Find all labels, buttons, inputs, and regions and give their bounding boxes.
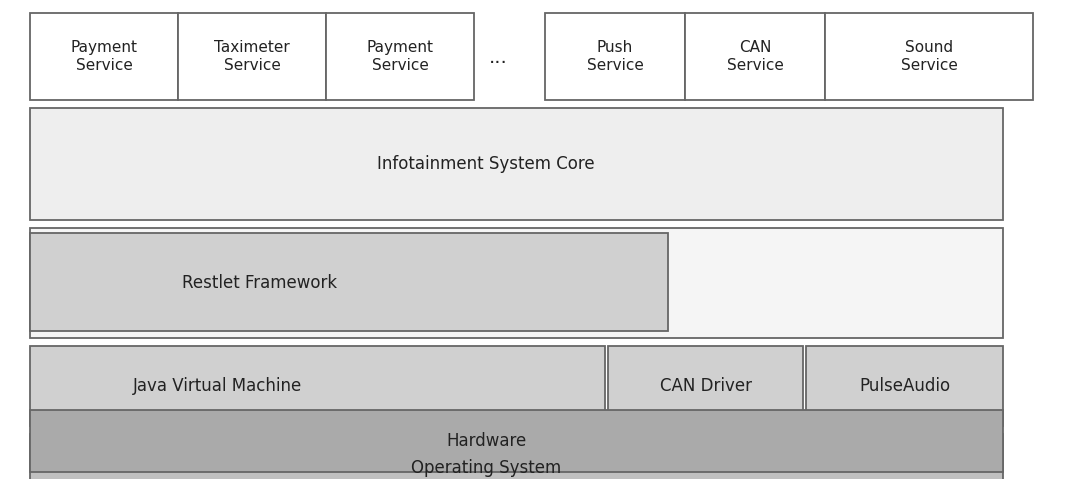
Text: Infotainment System Core: Infotainment System Core [377,155,595,173]
Text: Push
Service: Push Service [586,40,644,73]
Text: Payment
Service: Payment Service [70,40,137,73]
Text: Sound
Service: Sound Service [901,40,958,73]
Bar [30,346,605,426]
Text: CAN Driver: CAN Driver [660,377,752,395]
Text: CAN
Service: CAN Service [727,40,783,73]
Bar [685,13,825,100]
Text: Operating System: Operating System [410,459,562,477]
Text: ...: ... [488,47,508,67]
Bar [178,13,326,100]
Text: Restlet Framework: Restlet Framework [183,274,338,292]
Bar [30,13,178,100]
Bar [30,434,1003,479]
Bar [545,13,685,100]
Text: PulseAudio: PulseAudio [860,377,950,395]
Text: Java Virtual Machine: Java Virtual Machine [133,377,301,395]
Bar [608,346,804,426]
Text: Payment
Service: Payment Service [366,40,433,73]
Bar [30,108,1003,220]
Bar [30,228,1003,338]
Bar [30,410,1003,472]
Bar [825,13,1032,100]
Bar [806,346,1003,426]
Text: Taximeter
Service: Taximeter Service [214,40,289,73]
Bar [30,233,669,331]
Text: Hardware: Hardware [446,432,526,450]
Bar [326,13,474,100]
